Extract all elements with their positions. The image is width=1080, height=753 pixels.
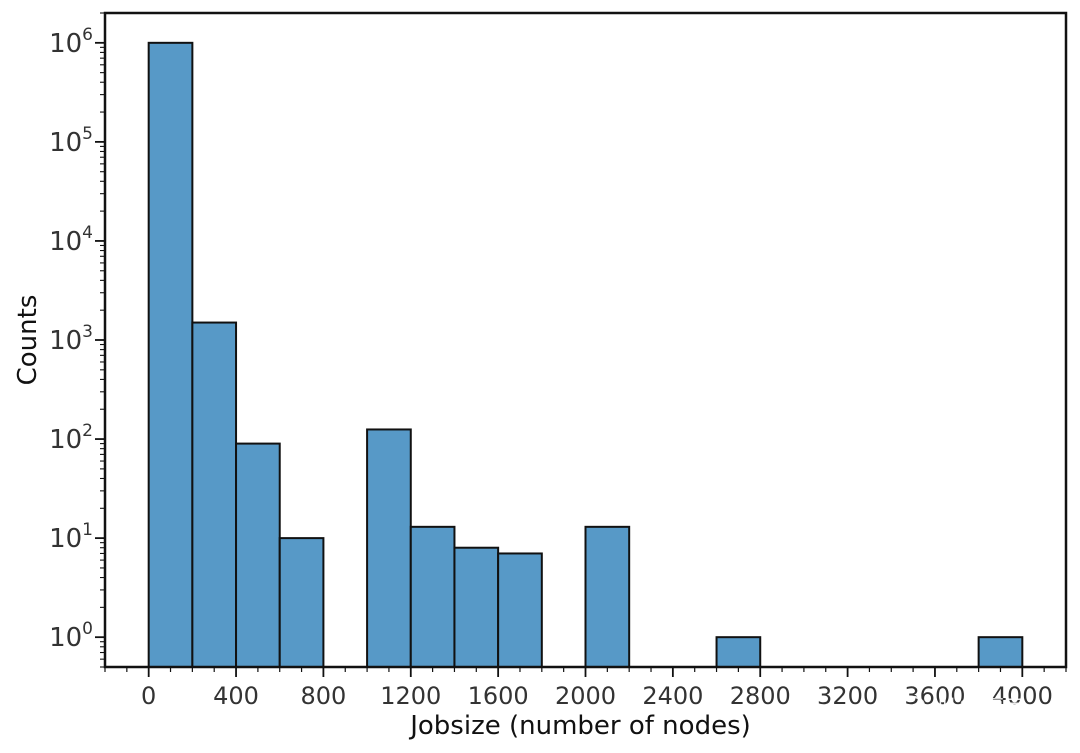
x-tick-label: 1600 xyxy=(468,682,529,710)
histogram-bar xyxy=(584,525,631,669)
x-tick-label: 400 xyxy=(213,682,259,710)
histogram-bar xyxy=(235,442,281,668)
x-axis: 0 400 800 1200 1600 2000 2400 2800 3200 3600 4000 xyxy=(141,667,1053,710)
histogram-bar xyxy=(147,41,194,669)
histogram-bar xyxy=(453,546,500,669)
y-tick-label: 103 xyxy=(49,322,93,356)
histogram-bar xyxy=(191,321,238,668)
x-tick-label: 800 xyxy=(301,682,347,710)
y-tick-label: 106 xyxy=(49,25,93,59)
x-axis-title: Jobsize (number of nodes) xyxy=(408,711,751,741)
watermark-text: 吐德福居 xyxy=(938,697,1026,722)
histogram-bar xyxy=(278,537,325,669)
x-tick-label: 2400 xyxy=(642,682,703,710)
y-tick-label: 105 xyxy=(49,124,93,158)
x-tick-label: 2000 xyxy=(555,682,616,710)
wechat-icon xyxy=(900,695,936,722)
x-tick-label: 4000 xyxy=(992,682,1053,710)
histogram-bar xyxy=(715,636,762,669)
histogram-bar xyxy=(366,428,412,668)
y-tick-label: 102 xyxy=(49,421,93,455)
watermark: 吐德福居 xyxy=(900,695,1026,722)
bars-group xyxy=(147,41,1024,669)
y-tick-label: 101 xyxy=(49,520,93,554)
x-tick-label: 3200 xyxy=(817,682,878,710)
y-axis: 100 101 102 103 104 105 106 xyxy=(49,25,105,653)
histogram-bar xyxy=(409,525,456,669)
plot-frame xyxy=(103,11,1068,669)
x-tick-label: 1200 xyxy=(380,682,441,710)
y-tick-label: 104 xyxy=(49,223,93,257)
x-tick-label: 0 xyxy=(141,682,156,710)
y-axis-title: Counts xyxy=(13,295,43,386)
y-tick-label: 100 xyxy=(49,619,93,653)
histogram-bar xyxy=(977,636,1024,669)
x-tick-label: 2800 xyxy=(730,682,791,710)
histogram-bar xyxy=(497,552,543,668)
